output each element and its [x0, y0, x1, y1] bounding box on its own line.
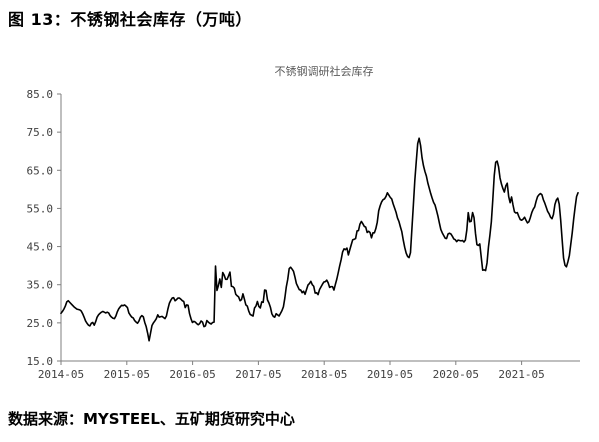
figure-caption: 图 13：不锈钢社会库存（万吨） — [8, 10, 252, 29]
x-tick-label: 2018-05 — [301, 368, 347, 381]
x-tick-label: 2021-05 — [498, 368, 544, 381]
chart-title: 不锈钢调研社会库存 — [275, 64, 374, 78]
y-tick-label: 35.0 — [27, 279, 54, 292]
x-tick-label: 2019-05 — [367, 368, 413, 381]
x-tick-label: 2017-05 — [235, 368, 281, 381]
series-line — [60, 137, 579, 342]
series-group — [60, 137, 579, 342]
y-tick-label: 55.0 — [27, 202, 54, 215]
y-tick-label: 15.0 — [27, 355, 54, 368]
y-tick-label: 45.0 — [27, 241, 54, 254]
x-tick-label: 2020-05 — [433, 368, 479, 381]
data-source-note: 数据来源：MYSTEEL、五矿期货研究中心 — [8, 410, 295, 428]
chart-axes: 15.0 25.0 35.0 45.0 55.0 65.0 75.0 85.0 2014-05 2… — [27, 88, 580, 381]
x-tick-label: 2014-05 — [38, 368, 84, 381]
line-chart: 不锈钢调研社会库存 15.0 25.0 35.0 45.0 55.0 65.0 75.0 85… — [27, 64, 580, 381]
y-tick-label: 75.0 — [27, 126, 54, 139]
y-tick-label: 85.0 — [27, 88, 54, 101]
x-tick-label: 2016-05 — [169, 368, 215, 381]
x-tick-label: 2015-05 — [104, 368, 150, 381]
y-tick-label: 65.0 — [27, 164, 54, 177]
y-tick-label: 25.0 — [27, 317, 54, 330]
